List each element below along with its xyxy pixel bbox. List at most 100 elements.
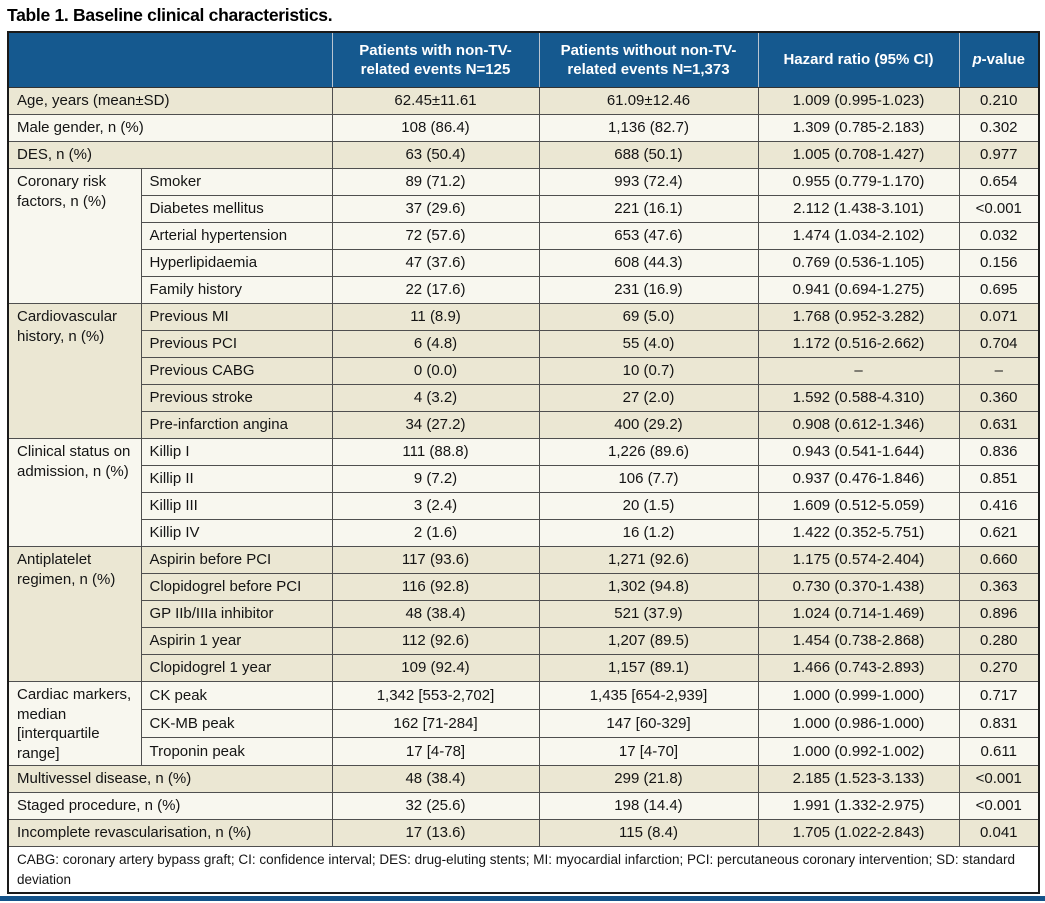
value-cell: 1.474 (1.034-2.102) bbox=[757, 222, 960, 250]
value-cell: 1.592 (0.588-4.310) bbox=[757, 384, 960, 412]
row-label-cell: Staged procedure, n (%) bbox=[7, 792, 333, 820]
table-title: Table 1. Baseline clinical characteristi… bbox=[7, 5, 333, 25]
col-header-hazard-ratio: Hazard ratio (95% CI) bbox=[757, 32, 960, 88]
sub-label-cell: Hyperlipidaemia bbox=[140, 249, 333, 277]
value-cell: 47 (37.6) bbox=[331, 249, 540, 277]
table-row: Antiplatelet regimen, n (%) Aspirin befor… bbox=[7, 546, 1040, 682]
table-row: Pre-infarction angina 34 (27.2) 400 (29.2)… bbox=[8, 411, 1040, 439]
group-label-cell: Antiplatelet regimen, n (%) bbox=[7, 546, 142, 682]
value-cell: 993 (72.4) bbox=[538, 168, 759, 196]
value-cell: 27 (2.0) bbox=[538, 384, 759, 412]
value-cell: 653 (47.6) bbox=[538, 222, 759, 250]
value-cell: 0.360 bbox=[958, 384, 1040, 412]
value-cell: 1.422 (0.352-5.751) bbox=[757, 519, 960, 547]
value-cell: 1.454 (0.738-2.868) bbox=[757, 627, 960, 655]
value-cell: 111 (88.8) bbox=[331, 438, 540, 466]
sub-label-cell: Killip II bbox=[140, 465, 333, 493]
value-cell: 0.631 bbox=[958, 411, 1040, 439]
sub-label-cell: Clopidogrel before PCI bbox=[140, 573, 333, 601]
value-cell: 0.955 (0.779-1.170) bbox=[757, 168, 960, 196]
value-cell: 1.175 (0.574-2.404) bbox=[757, 546, 960, 574]
value-cell: 37 (29.6) bbox=[331, 195, 540, 223]
table-row: Male gender, n (%) 108 (86.4) 1,136 (82.7)… bbox=[7, 114, 1040, 142]
value-cell: 17 [4-70] bbox=[538, 737, 759, 766]
sub-label-cell: CK peak bbox=[140, 681, 333, 710]
value-cell: 34 (27.2) bbox=[331, 411, 540, 439]
footnote: CABG: coronary artery bypass graft; CI: … bbox=[7, 846, 1040, 894]
row-label-cell: Age, years (mean±SD) bbox=[7, 87, 333, 115]
value-cell: 0.836 bbox=[958, 438, 1040, 466]
col-header-without-events: Patients without non-TV-related events N… bbox=[538, 32, 759, 88]
value-cell: 0.032 bbox=[958, 222, 1040, 250]
value-cell: 0.851 bbox=[958, 465, 1040, 493]
value-cell: 688 (50.1) bbox=[538, 141, 759, 169]
value-cell: 1.005 (0.708-1.427) bbox=[757, 141, 960, 169]
sub-label-cell: Diabetes mellitus bbox=[140, 195, 333, 223]
value-cell: 22 (17.6) bbox=[331, 276, 540, 304]
value-cell: 17 (13.6) bbox=[331, 819, 540, 847]
value-cell: 0.943 (0.541-1.644) bbox=[757, 438, 960, 466]
table-row: CK-MB peak 162 [71-284] 147 [60-329] 1.000 … bbox=[8, 709, 1040, 738]
value-cell: <0.001 bbox=[958, 792, 1040, 820]
value-cell: 1,136 (82.7) bbox=[538, 114, 759, 142]
table-row: Aspirin 1 year 112 (92.6) 1,207 (89.5) 1.45… bbox=[8, 627, 1040, 655]
col-header-with-events: Patients with non-TV-related events N=12… bbox=[331, 32, 540, 88]
table-row: Clinical status on admission, n (%) Killi… bbox=[7, 438, 1040, 547]
col-header-empty bbox=[7, 32, 333, 88]
value-cell: – bbox=[958, 357, 1040, 385]
value-cell: 1.024 (0.714-1.469) bbox=[757, 600, 960, 628]
sub-label-cell: Killip III bbox=[140, 492, 333, 520]
value-cell: 61.09±12.46 bbox=[538, 87, 759, 115]
value-cell: 2 (1.6) bbox=[331, 519, 540, 547]
group-label-cell: Cardiovascular history, n (%) bbox=[7, 303, 142, 439]
value-cell: 299 (21.8) bbox=[538, 765, 759, 793]
table-row: Family history 22 (17.6) 231 (16.9) 0.941 (… bbox=[8, 276, 1040, 304]
value-cell: 1.000 (0.992-1.002) bbox=[757, 737, 960, 766]
value-cell: 1.000 (0.986-1.000) bbox=[757, 709, 960, 738]
value-cell: 0.654 bbox=[958, 168, 1040, 196]
value-cell: 72 (57.6) bbox=[331, 222, 540, 250]
value-cell: 1,157 (89.1) bbox=[538, 654, 759, 682]
value-cell: 116 (92.8) bbox=[331, 573, 540, 601]
table-row: Diabetes mellitus 37 (29.6) 221 (16.1) 2.11… bbox=[8, 195, 1040, 223]
value-cell: 1.609 (0.512-5.059) bbox=[757, 492, 960, 520]
value-cell: 1,302 (94.8) bbox=[538, 573, 759, 601]
table-row: Troponin peak 17 [4-78] 17 [4-70] 1.000 (0.… bbox=[8, 737, 1040, 766]
value-cell: 0.704 bbox=[958, 330, 1040, 358]
value-cell: 69 (5.0) bbox=[538, 303, 759, 331]
row-label-cell: Multivessel disease, n (%) bbox=[7, 765, 333, 793]
value-cell: 62.45±11.61 bbox=[331, 87, 540, 115]
value-cell: 63 (50.4) bbox=[331, 141, 540, 169]
sub-label-cell: Aspirin 1 year bbox=[140, 627, 333, 655]
table-row: Previous CABG 0 (0.0) 10 (0.7) – – bbox=[8, 357, 1040, 385]
value-cell: 1,435 [654-2,939] bbox=[538, 681, 759, 710]
table-row: Hyperlipidaemia 47 (37.6) 608 (44.3) 0.769 … bbox=[8, 249, 1040, 277]
table-row: Killip III 3 (2.4) 20 (1.5) 1.609 (0.512-5.… bbox=[8, 492, 1040, 520]
value-cell: 6 (4.8) bbox=[331, 330, 540, 358]
value-cell: 0.695 bbox=[958, 276, 1040, 304]
value-cell: 1.000 (0.999-1.000) bbox=[757, 681, 960, 710]
value-cell: 0.041 bbox=[958, 819, 1040, 847]
table-row: Clopidogrel before PCI 116 (92.8) 1,302 (9… bbox=[8, 573, 1040, 601]
sub-label-cell: GP IIb/IIIa inhibitor bbox=[140, 600, 333, 628]
pvalue-italic-p: p bbox=[972, 51, 982, 69]
value-cell: 1,207 (89.5) bbox=[538, 627, 759, 655]
value-cell: 10 (0.7) bbox=[538, 357, 759, 385]
value-cell: 1,342 [553-2,702] bbox=[331, 681, 540, 710]
table-row: Incomplete revascularisation, n (%) 17 (1… bbox=[7, 819, 1040, 847]
value-cell: 0.156 bbox=[958, 249, 1040, 277]
group-label-cell: Clinical status on admission, n (%) bbox=[7, 438, 142, 547]
value-cell: 3 (2.4) bbox=[331, 492, 540, 520]
table-body: Age, years (mean±SD) 62.45±11.61 61.09±12.… bbox=[7, 87, 1040, 847]
value-cell: 608 (44.3) bbox=[538, 249, 759, 277]
value-cell: 0.621 bbox=[958, 519, 1040, 547]
value-cell: 17 [4-78] bbox=[331, 737, 540, 766]
value-cell: 0.611 bbox=[958, 737, 1040, 766]
value-cell: 108 (86.4) bbox=[331, 114, 540, 142]
value-cell: 48 (38.4) bbox=[331, 765, 540, 793]
table-row: Previous stroke 4 (3.2) 27 (2.0) 1.592 (0.5… bbox=[8, 384, 1040, 412]
value-cell: 1.309 (0.785-2.183) bbox=[757, 114, 960, 142]
value-cell: 400 (29.2) bbox=[538, 411, 759, 439]
value-cell: 231 (16.9) bbox=[538, 276, 759, 304]
value-cell: 4 (3.2) bbox=[331, 384, 540, 412]
